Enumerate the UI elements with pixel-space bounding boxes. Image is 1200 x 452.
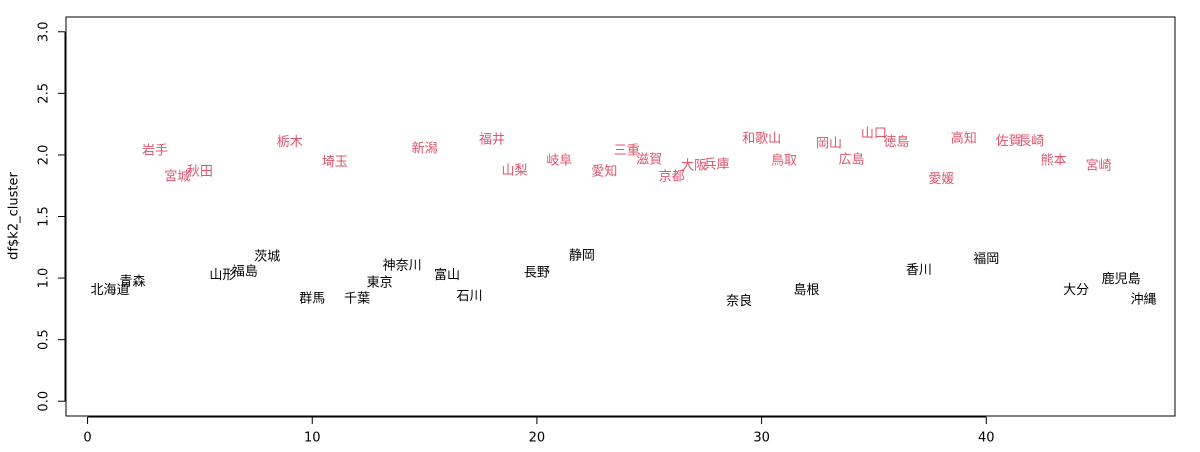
- point-label: 島根: [794, 283, 820, 298]
- point-label: 東京: [367, 275, 393, 291]
- y-tick-label: 0.5: [37, 329, 52, 350]
- point-label: 岐阜: [546, 153, 572, 169]
- point-label: 愛媛: [928, 172, 954, 187]
- point-label: 富山: [434, 267, 460, 283]
- point-label: 宮城: [164, 169, 190, 185]
- y-tick-label: 1.5: [37, 206, 52, 227]
- x-tick-label: 0: [83, 431, 91, 446]
- point-label: 茨城: [254, 250, 280, 265]
- point-label: 和歌山: [742, 131, 781, 146]
- point-label: 石川: [457, 289, 483, 304]
- point-label: 長野: [524, 266, 550, 281]
- point-label: 愛知: [591, 164, 617, 180]
- point-label: 山口: [861, 126, 887, 141]
- point-label: 高知: [951, 130, 977, 146]
- point-label: 宮崎: [1086, 158, 1112, 174]
- point-label: 兵庫: [704, 157, 730, 172]
- point-label: 京都: [659, 170, 685, 185]
- point-label: 滋賀: [636, 152, 662, 167]
- point-label: 岩手: [142, 144, 168, 159]
- point-label: 徳島: [883, 135, 909, 150]
- point-label: 静岡: [569, 248, 595, 263]
- x-tick-label: 30: [753, 431, 770, 446]
- y-tick-label: 2.5: [37, 83, 52, 104]
- plot-frame: [65, 16, 1176, 417]
- point-label: 沖縄: [1131, 293, 1157, 308]
- point-label: 北海道: [91, 283, 130, 298]
- point-label: 福岡: [973, 252, 999, 267]
- y-tick-label: 1.0: [37, 268, 52, 289]
- point-label: 広島: [838, 152, 864, 167]
- point-label: 奈良: [726, 293, 752, 309]
- y-tick-label: 2.0: [37, 145, 52, 166]
- point-label: 栃木: [277, 135, 303, 150]
- point-label: 三重: [614, 143, 640, 159]
- point-label: 長崎: [1018, 134, 1044, 149]
- point-label: 大阪: [681, 159, 707, 174]
- point-label: 新潟: [412, 140, 438, 156]
- point-label: 福井: [479, 133, 505, 148]
- point-label: 大分: [1063, 283, 1089, 298]
- point-label: 福島: [232, 264, 258, 279]
- point-label: 神奈川: [383, 258, 422, 273]
- point-label: 山梨: [501, 163, 527, 178]
- point-label: 秋田: [187, 165, 213, 180]
- y-tick-label: 3.0: [37, 21, 52, 42]
- point-label: 千葉: [344, 292, 370, 307]
- x-tick-label: 40: [978, 431, 995, 446]
- point-label: 熊本: [1041, 153, 1067, 169]
- y-axis-label: df$k2_cluster: [7, 172, 22, 260]
- x-tick-label: 10: [304, 431, 321, 446]
- point-label: 佐賀: [996, 134, 1022, 149]
- point-label: 岡山: [816, 136, 842, 151]
- y-tick-label: 0.0: [37, 391, 52, 412]
- x-tick-label: 20: [529, 431, 546, 446]
- point-label: 鹿児島: [1102, 271, 1141, 287]
- point-label: 香川: [906, 263, 932, 278]
- point-label: 鳥取: [771, 154, 797, 169]
- point-label: 山形: [209, 268, 235, 283]
- point-label: 群馬: [299, 292, 325, 307]
- point-label: 青森: [119, 274, 145, 289]
- point-label: 埼玉: [322, 155, 348, 170]
